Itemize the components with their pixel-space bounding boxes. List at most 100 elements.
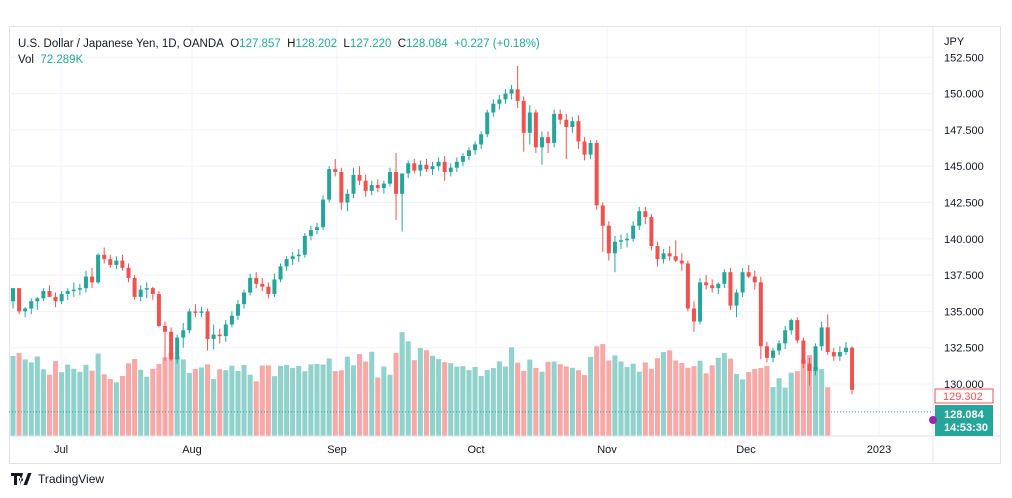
candle-body	[351, 174, 356, 194]
volume-bar	[448, 363, 454, 436]
volume-bar	[813, 366, 819, 436]
candle	[454, 157, 459, 173]
candle-body	[503, 93, 508, 100]
volume-bar	[679, 363, 685, 436]
candle-body	[266, 286, 271, 294]
volume-bar	[95, 353, 101, 436]
candle	[576, 115, 581, 149]
volume-bar	[436, 359, 442, 436]
volume-bar	[211, 379, 217, 436]
candle-body	[223, 324, 228, 337]
candle-body	[521, 100, 526, 133]
candle	[199, 307, 204, 318]
price-tick-label: 145.000	[944, 161, 984, 173]
volume-bar	[338, 370, 344, 436]
candle-body	[467, 150, 471, 157]
volume-bar	[806, 355, 813, 436]
candle-body	[375, 185, 380, 188]
candle	[728, 267, 733, 310]
candle-body	[631, 225, 636, 239]
candle	[266, 282, 271, 299]
candle-body	[169, 331, 174, 360]
volume-bar	[125, 363, 132, 436]
candle	[163, 321, 167, 361]
candle	[764, 341, 769, 363]
candle-body	[473, 144, 478, 151]
tradingview-branding[interactable]: TradingView	[11, 472, 104, 486]
candle	[843, 341, 848, 355]
candle-body	[278, 266, 283, 280]
candle-body	[515, 89, 520, 101]
volume-bar	[332, 371, 338, 436]
candle	[515, 66, 520, 109]
candle-body	[284, 259, 289, 267]
price-tick-label: 137.500	[944, 270, 984, 282]
volume-bar	[819, 369, 825, 436]
volume-bar	[150, 368, 156, 436]
volume-bar	[454, 366, 460, 436]
volume-bar	[594, 346, 600, 436]
candle-body	[327, 169, 332, 200]
volume-bar	[101, 374, 107, 436]
candle	[90, 267, 95, 289]
candle-body	[546, 137, 551, 143]
volume-bar	[186, 372, 192, 436]
volume-bar	[271, 376, 277, 436]
candle-body	[825, 327, 830, 353]
volume-bar	[569, 367, 575, 436]
volume-bar	[794, 371, 800, 436]
volume-bar	[825, 387, 831, 436]
candle	[442, 156, 447, 181]
volume-bar	[478, 376, 484, 436]
volume-bar	[600, 344, 606, 436]
volume-bar	[393, 352, 399, 436]
volume-bar	[515, 362, 521, 436]
candle	[394, 153, 399, 220]
volume-bar	[648, 368, 654, 436]
candle-body	[746, 272, 751, 277]
candle	[837, 346, 842, 361]
candle	[673, 240, 678, 263]
volume-bar	[417, 348, 423, 436]
candle	[187, 308, 192, 334]
candle-body	[150, 288, 155, 294]
candle	[600, 202, 605, 252]
candle-body	[412, 163, 417, 171]
volume-bar	[350, 365, 357, 436]
high-price-marker-label: 129.302	[943, 391, 983, 403]
volume-bar	[715, 357, 721, 436]
volume-bar	[496, 361, 502, 436]
candle-body	[771, 350, 775, 358]
candle-body	[479, 134, 484, 145]
candle	[339, 167, 344, 210]
candle-body	[211, 334, 216, 339]
candle-body	[837, 352, 842, 357]
volume-bar	[636, 371, 642, 436]
volume-bar	[606, 360, 612, 436]
candle-body	[667, 253, 672, 257]
volume-bar	[521, 370, 527, 436]
candle-body	[315, 227, 319, 231]
volume-bar	[156, 364, 162, 436]
time-tick-label: Oct	[467, 444, 484, 456]
candle	[138, 285, 143, 302]
time-tick-label: 2023	[867, 444, 891, 456]
candle-body	[619, 240, 623, 242]
candle-body	[497, 99, 502, 104]
volume-bar	[10, 355, 16, 436]
candle-body	[357, 174, 362, 181]
candle-body	[588, 142, 593, 155]
volume-bar	[162, 357, 168, 436]
candle	[59, 291, 64, 305]
scroll-handle-icon[interactable]	[929, 416, 937, 424]
chart-frame	[9, 26, 1001, 464]
candle	[564, 113, 569, 159]
candle-body	[418, 164, 423, 171]
candle	[509, 84, 514, 100]
volume-bar	[667, 350, 673, 436]
candle	[327, 166, 332, 203]
candle-body	[126, 267, 131, 279]
candle-body	[801, 340, 806, 364]
candle-body	[394, 172, 399, 194]
